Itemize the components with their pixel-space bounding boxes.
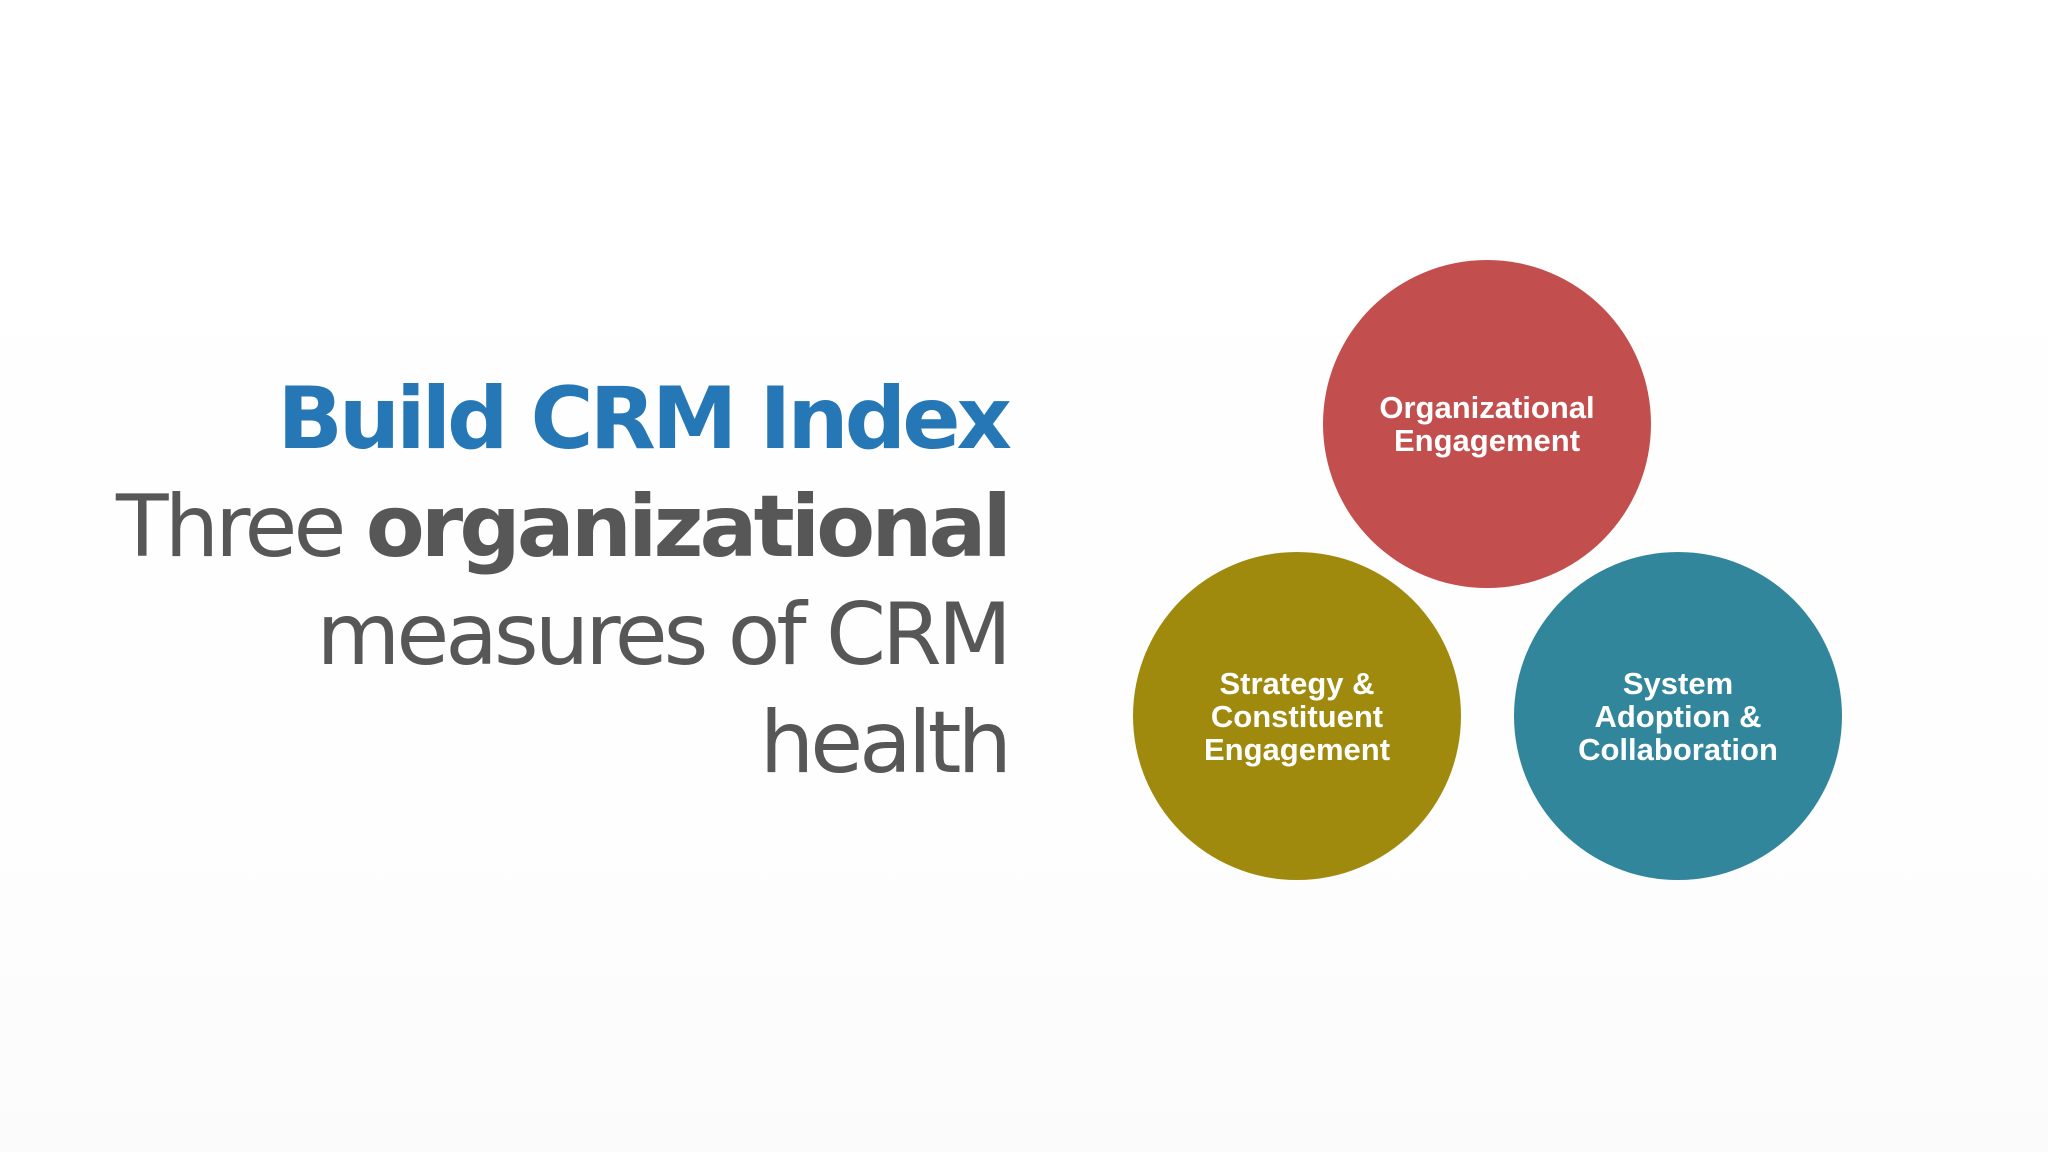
circle-organizational-engagement: Organizational Engagement [1323, 260, 1651, 588]
circle-label: Strategy & Constituent Engagement [1203, 665, 1391, 767]
subtitle-bold-text: organizational [365, 477, 1012, 577]
subtitle-regular-text: Three [116, 477, 366, 577]
subtitle-line-1: Three organizational [88, 473, 1012, 581]
circle-strategy-constituent-engagement: Strategy & Constituent Engagement [1133, 552, 1461, 880]
slide-subtitle: Three organizational measures of CRM hea… [88, 473, 1012, 797]
circle-system-adoption-collaboration: System Adoption & Collaboration [1514, 552, 1842, 880]
text-block: Build CRM Index Three organizational mea… [88, 365, 1012, 797]
circle-label: Organizational Engagement [1379, 390, 1595, 458]
circle-label: System Adoption & Collaboration [1578, 665, 1778, 767]
slide-title: Build CRM Index [277, 369, 1012, 469]
subtitle-line-2: measures of CRM [316, 585, 1012, 685]
subtitle-line-3: health [759, 693, 1012, 793]
